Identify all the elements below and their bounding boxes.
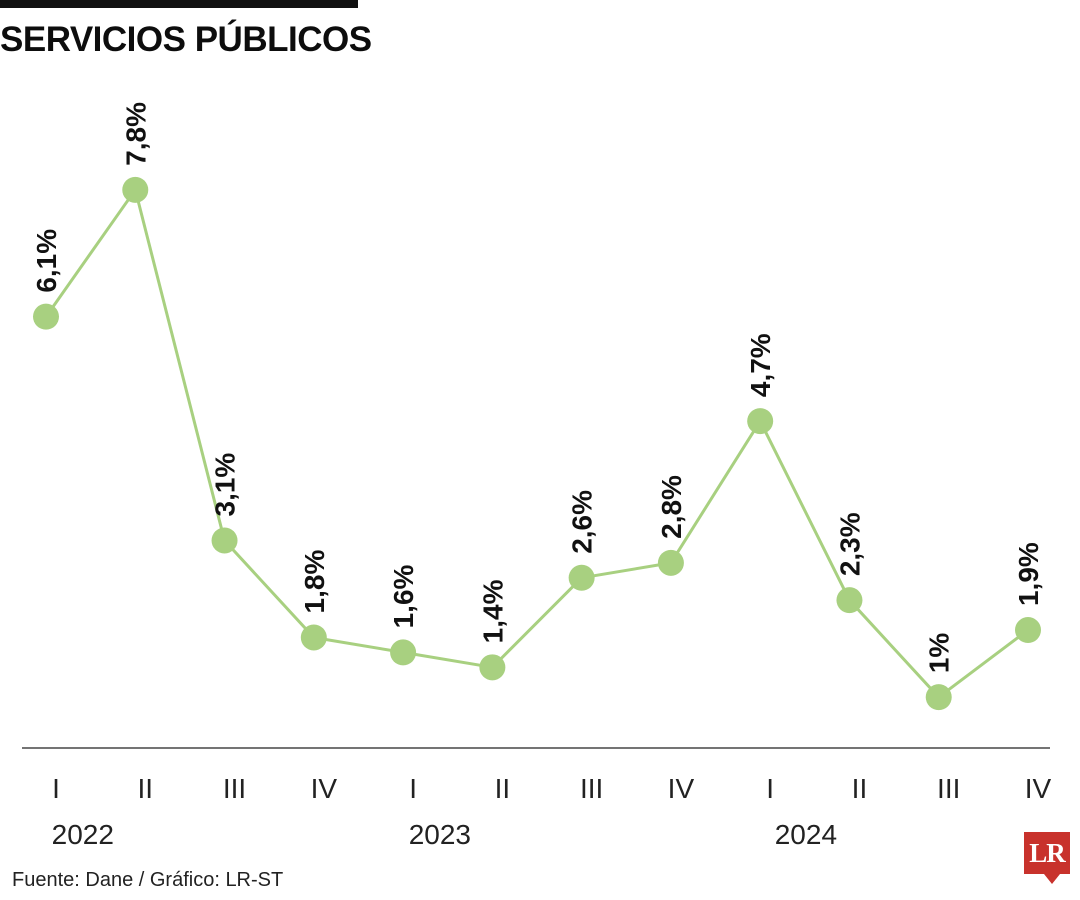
data-label: 1,4% (477, 579, 508, 643)
x-tick-label: I (409, 773, 417, 804)
data-point (1015, 617, 1041, 644)
x-tick-label: II (495, 773, 511, 804)
lr-logo: LR (1024, 832, 1070, 884)
data-point (122, 176, 149, 203)
year-label: 2024 (775, 819, 837, 850)
x-tick-label: I (766, 773, 774, 804)
data-point (836, 587, 863, 614)
data-label: 6,1% (31, 229, 62, 293)
data-label: 1,6% (388, 564, 419, 628)
data-point (33, 303, 59, 330)
x-tick-label: IV (1025, 773, 1052, 804)
data-point (747, 408, 774, 435)
data-label: 4,7% (745, 333, 776, 397)
data-label: 3,1% (210, 453, 241, 517)
data-point (300, 624, 327, 651)
data-label: 2,3% (834, 512, 865, 576)
data-point (479, 654, 506, 681)
data-label: 7,8% (120, 102, 151, 166)
series-line (44, 188, 1029, 699)
data-point (390, 639, 417, 666)
x-tick-label: IV (668, 773, 695, 804)
x-tick-label: I (52, 773, 60, 804)
year-label: 2023 (409, 819, 471, 850)
source-note: Fuente: Dane / Gráfico: LR-ST (12, 869, 284, 891)
x-tick-label: II (852, 773, 868, 804)
data-label: 2,6% (567, 490, 598, 554)
year-label: 2022 (52, 819, 114, 850)
data-label: 1,8% (299, 550, 330, 614)
x-tick-label: II (137, 773, 153, 804)
data-point (925, 684, 952, 711)
x-tick-label: III (937, 773, 960, 804)
chart-title: SERVICIOS PÚBLICOS (0, 20, 372, 59)
data-point (211, 527, 238, 554)
data-point (657, 549, 684, 576)
data-label: 1% (924, 633, 955, 674)
x-tick-label: IV (311, 773, 338, 804)
data-label: 1,9% (1013, 542, 1044, 606)
top-rule (0, 0, 358, 8)
data-point (568, 564, 595, 591)
x-tick-label: III (223, 773, 246, 804)
x-tick-label: III (580, 773, 603, 804)
data-label: 2,8% (656, 475, 687, 539)
